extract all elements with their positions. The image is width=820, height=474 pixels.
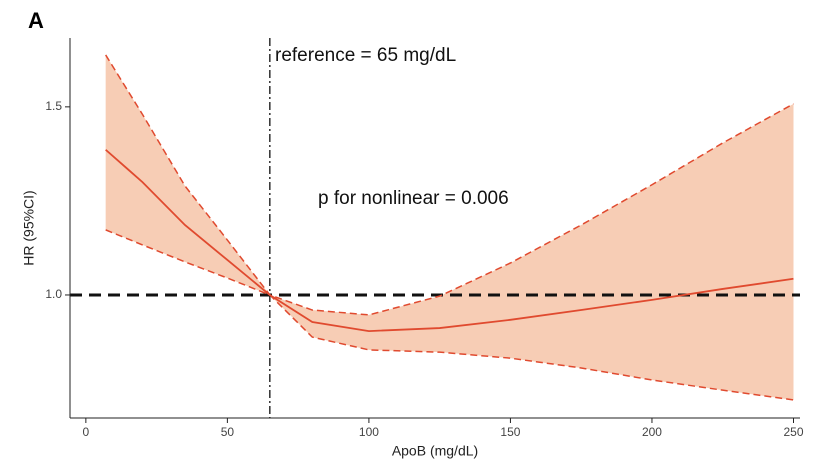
x-tick-label: 150 [500,425,520,439]
y-tick-label: 1.5 [45,99,62,113]
ci-line [105,54,794,316]
y-axis-label: HR (95%CI) [21,190,37,265]
x-tick-label: 100 [359,425,379,439]
x-tick-label: 0 [83,425,90,439]
y-tick-label: 1.0 [45,287,62,301]
x-axis-label: ApoB (mg/dL) [392,443,478,459]
annotation: p for nonlinear = 0.006 [318,188,509,209]
x-tick-label: 200 [642,425,662,439]
estimate-line [105,149,794,332]
x-tick-label: 50 [221,425,235,439]
x-tick-label: 250 [783,425,803,439]
panel-label: A [28,8,44,33]
annotation: reference = 65 mg/dL [275,45,456,66]
ci-band [105,54,794,400]
